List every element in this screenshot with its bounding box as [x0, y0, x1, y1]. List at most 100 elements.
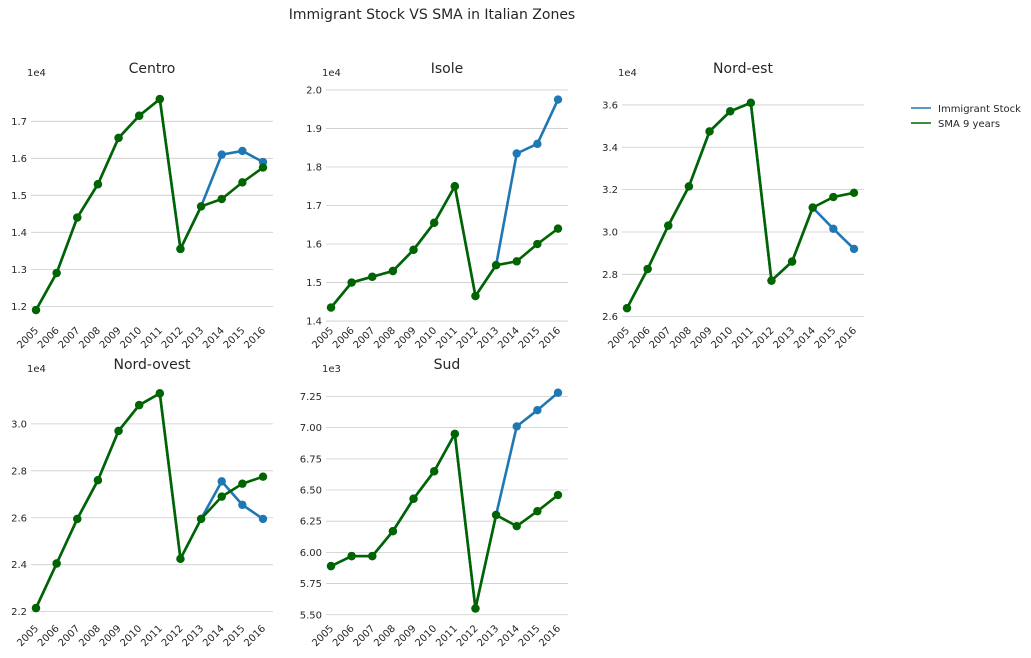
x-tick-label: 2009 [393, 623, 419, 649]
x-tick-label: 2013 [475, 325, 501, 351]
data-point [767, 276, 776, 285]
y-tick-label: 2.6 [11, 513, 27, 524]
data-point [388, 266, 398, 276]
y-tick-label: 6.50 [300, 486, 322, 497]
x-tick-label: 2008 [372, 623, 398, 649]
x-tick-label: 2014 [496, 325, 522, 351]
series-sma-9-years [31, 94, 268, 315]
data-point [533, 139, 542, 149]
data-point [93, 180, 103, 189]
x-tick-label: 2010 [710, 325, 736, 351]
data-point [238, 146, 247, 156]
x-tick-label: 2012 [160, 325, 186, 351]
data-point [217, 477, 226, 486]
data-point [217, 492, 226, 501]
data-point [491, 261, 501, 270]
data-point [622, 303, 632, 313]
x-tick-label: 2015 [813, 325, 839, 351]
subplot-title: Centro [129, 61, 176, 77]
x-tick-label: 2006 [331, 325, 357, 351]
y-tick-label: 2.2 [11, 607, 27, 618]
y-tick-label: 1.6 [11, 154, 27, 165]
x-tick-label: 2016 [242, 623, 268, 649]
y-tick-label: 1.8 [306, 162, 322, 173]
data-point [347, 551, 356, 561]
series-line [329, 184, 559, 309]
series-line [34, 392, 264, 609]
data-point [409, 245, 418, 255]
x-tick-label: 2014 [201, 623, 227, 649]
legend: Immigrant Stock SMA 9 years [911, 104, 1021, 130]
x-tick-label: 2011 [139, 325, 165, 351]
x-tick-label: 2006 [627, 325, 653, 351]
x-tick-label: 2006 [36, 623, 62, 649]
x-tick-label: 2013 [771, 325, 797, 351]
x-tick-label: 2007 [57, 325, 83, 351]
x-tick-label: 2011 [139, 623, 165, 649]
x-tick-label: 2012 [160, 623, 186, 649]
y-tick-label: 1.2 [11, 302, 27, 313]
y-tick-label: 6.00 [300, 548, 322, 559]
subplot-isole: 1.4 1.5 1.6 1.7 1.8 1.9 2.0 2005200620072008200… [306, 61, 568, 351]
series-sma-9-years [326, 182, 563, 312]
y-tick-label: 6.75 [300, 454, 322, 465]
data-point [258, 163, 268, 172]
subplot-grid: 1.21.31.41.51.61.72005200620072008200920… [11, 61, 864, 649]
data-point [368, 551, 377, 561]
x-tick-label: 2016 [833, 325, 859, 351]
series-line [34, 97, 264, 311]
data-point [429, 218, 439, 228]
data-point [471, 291, 480, 301]
figure-title: Immigrant Stock VS SMA in Italian Zones [289, 7, 575, 23]
y-tick-label: 1.9 [306, 124, 322, 135]
x-tick-label: 2016 [537, 623, 563, 649]
data-point [326, 303, 336, 312]
data-point [196, 514, 206, 524]
x-tick-label: 2010 [414, 623, 440, 649]
y-tick-label: 1.5 [306, 278, 322, 289]
x-tick-label: 2013 [475, 623, 501, 649]
data-point [450, 429, 460, 439]
data-point [787, 257, 797, 266]
series-line [330, 391, 559, 610]
data-point [368, 272, 377, 281]
x-tick-label: 2005 [310, 325, 336, 351]
series-line [34, 392, 264, 609]
y-tick-label: 1.4 [306, 317, 322, 328]
data-point [829, 224, 838, 233]
x-tick-label: 2010 [414, 325, 440, 351]
y-tick-label: 1.5 [11, 191, 27, 202]
x-tick-label: 2011 [434, 325, 460, 351]
data-point [347, 278, 356, 287]
data-point [491, 510, 501, 520]
x-tick-label: 2016 [242, 325, 268, 351]
data-point [450, 182, 460, 191]
x-tick-label: 2015 [222, 623, 248, 649]
y-tick-label: 7.25 [300, 392, 322, 403]
subplot-nord-est: 2.62.83.03.23.43.62005200620072008200920… [602, 61, 864, 351]
x-tick-label: 2013 [180, 325, 206, 351]
x-tick-label: 2008 [77, 325, 103, 351]
y-offset-label: 1e4 [618, 68, 637, 79]
data-point [217, 194, 226, 204]
x-tick-label: 2009 [98, 623, 124, 649]
series-line [625, 101, 855, 309]
data-point [829, 192, 838, 202]
x-tick-label: 2007 [352, 623, 378, 649]
subplot-title: Isole [431, 61, 464, 77]
y-tick-label: 3.0 [11, 419, 27, 430]
x-tick-label: 2014 [201, 325, 227, 351]
data-point [238, 178, 247, 187]
x-tick-label: 2008 [77, 623, 103, 649]
data-point [93, 476, 103, 485]
x-tick-label: 2012 [455, 623, 481, 649]
y-tick-label: 1.4 [11, 228, 27, 239]
data-point [512, 522, 521, 531]
legend-label-immigrant-stock: Immigrant Stock [938, 104, 1021, 115]
data-point [643, 264, 652, 274]
data-point [196, 202, 206, 211]
series-line [625, 101, 855, 309]
data-point [73, 514, 82, 524]
x-tick-label: 2015 [517, 623, 543, 649]
x-tick-label: 2012 [455, 325, 481, 351]
